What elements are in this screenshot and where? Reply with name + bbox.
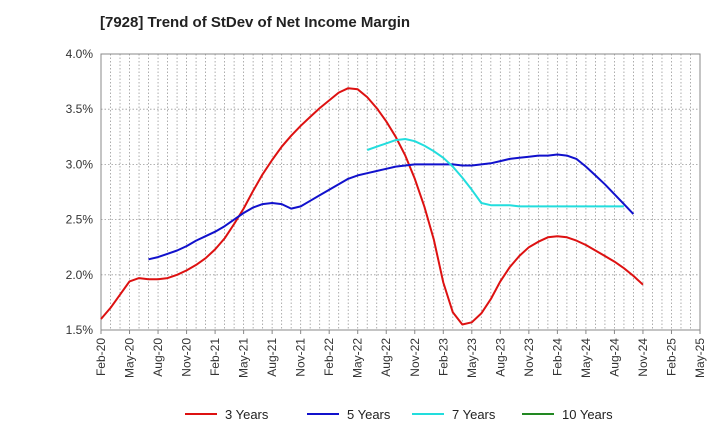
series-line-3-years [100,87,644,326]
x-tick-label: Feb-22 [322,338,336,376]
x-tick-label: Aug-20 [151,338,165,377]
x-tick-label: Aug-21 [265,338,279,377]
plot-area [101,54,700,330]
legend-label: 3 Years [225,407,269,422]
x-tick-label: Aug-24 [607,338,621,377]
x-tick-label: May-20 [123,338,137,378]
x-tick-label: Feb-21 [208,338,222,376]
series-line-7-years [366,138,624,208]
x-tick-label: Nov-20 [180,338,194,377]
series-line-5-years [148,153,635,261]
y-tick-label: 4.0% [66,47,94,61]
x-tick-label: Nov-21 [294,338,308,377]
x-tick-label: Aug-23 [493,338,507,377]
y-tick-label: 2.0% [66,268,94,282]
x-tick-label: May-25 [693,338,707,378]
y-tick-label: 3.5% [66,102,94,116]
x-tick-label: May-21 [237,338,251,378]
x-tick-label: May-22 [351,338,365,378]
y-tick-label: 3.0% [66,157,94,171]
x-tick-label: Feb-23 [436,338,450,376]
x-tick-label: Nov-23 [522,338,536,377]
x-tick-label: Nov-22 [408,338,422,377]
legend-label: 10 Years [562,407,613,422]
x-tick-label: Nov-24 [636,338,650,377]
legend-label: 7 Years [452,407,496,422]
chart-title: [7928] Trend of StDev of Net Income Marg… [100,14,411,31]
y-tick-label: 2.5% [66,213,94,227]
y-tick-label: 1.5% [66,323,94,337]
legend-label: 5 Years [347,407,391,422]
x-tick-label: Feb-20 [94,338,108,376]
x-tick-label: May-24 [579,338,593,378]
x-tick-label: May-23 [465,338,479,378]
x-tick-label: Feb-24 [550,338,564,376]
x-tick-label: Feb-25 [664,338,678,376]
plot-frame [100,53,701,331]
x-tick-label: Aug-22 [379,338,393,377]
